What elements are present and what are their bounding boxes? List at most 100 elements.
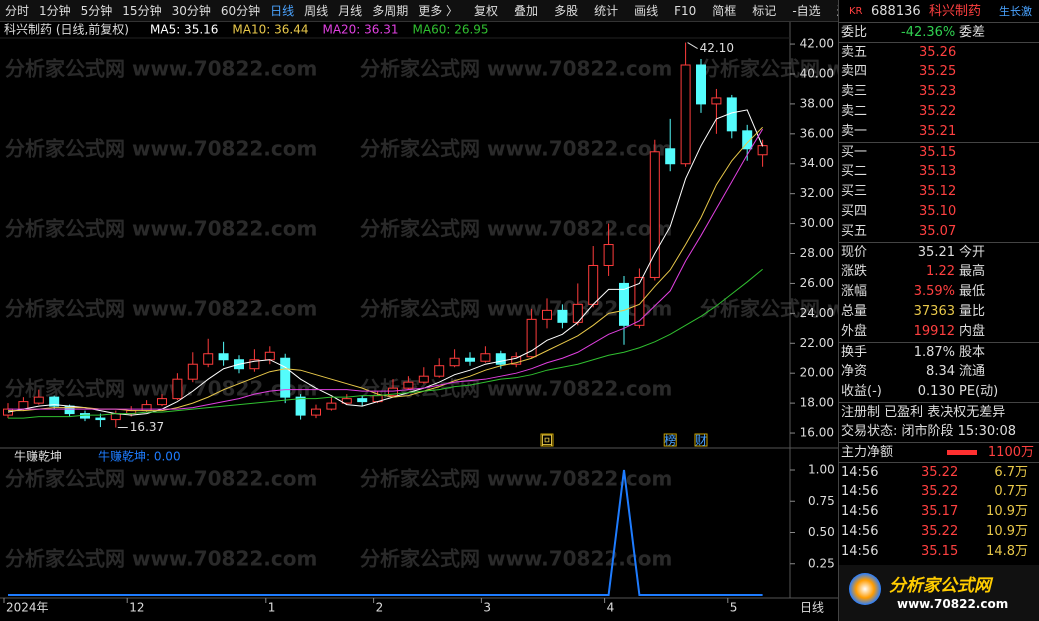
label: 今开 — [959, 245, 986, 260]
chart-title: 科兴制药 (日线,前复权) — [4, 22, 129, 37]
watermark: 分析家公式网 www.70822.com — [5, 547, 317, 571]
label: 卖二 — [841, 104, 868, 119]
y-tick-label: 32.00 — [800, 186, 834, 200]
toolbar: 分时 1分钟 5分钟 15分钟 30分钟 60分钟 日线 周线 月线 多周期 更多 〉 复权 叠加 多股 统… — [0, 0, 838, 22]
event-marker-box — [540, 433, 554, 447]
quote-row: 涨幅 3.59% 最低 — [839, 282, 1039, 301]
tool-button[interactable]: 返回 — [832, 2, 838, 19]
label: 卖五 — [841, 45, 868, 60]
candle-body — [649, 151, 660, 278]
candle-body — [95, 417, 106, 421]
label: 买三 — [841, 184, 868, 199]
quote-row: 买二 35.13 — [839, 162, 1039, 181]
legend-entry: MA10: 36.44 — [232, 23, 308, 37]
quote-row: 主力净额 1100万 — [839, 442, 1039, 462]
candle-body — [434, 365, 445, 377]
tick-time: 14:56 — [841, 544, 879, 559]
x-tick-label: 2024年 — [6, 601, 49, 615]
label: 内盘 — [959, 324, 986, 339]
chart-area: 分析家公式网 www.70822.com 分析家公式网 www.70822.com… — [0, 22, 838, 615]
candle-body — [249, 359, 260, 370]
logo: 分析家公式网 www.70822.com — [839, 565, 1039, 621]
value: -42.36% — [901, 25, 956, 40]
quote-row: 委比 -42.36% 委差 — [839, 22, 1039, 42]
tick-price: 35.22 — [921, 524, 959, 539]
quote-row: 买五 35.07 — [839, 222, 1039, 241]
watermark: 分析家公式网 www.70822.com — [360, 467, 672, 491]
period-button[interactable]: 月线 — [338, 4, 363, 18]
tool-button[interactable]: 多股 — [554, 4, 579, 18]
period-button[interactable]: 15分钟 — [122, 4, 162, 18]
period-button[interactable]: 多周期 — [372, 4, 409, 18]
logo-name: 分析家公式网 — [889, 576, 991, 596]
watermark: 分析家公式网 www.70822.com — [360, 547, 672, 571]
y-tick-label: 30.00 — [800, 216, 834, 230]
candle-body — [696, 64, 706, 105]
quote-row: 14:56 35.22 10.9万 — [839, 522, 1039, 541]
tick-time: 14:56 — [841, 504, 879, 519]
price: 35.25 — [919, 64, 957, 79]
period-button[interactable]: 60分钟 — [220, 4, 261, 18]
candle-body — [172, 378, 183, 400]
tool-button[interactable]: -自选 — [792, 4, 821, 18]
tick-price: 35.22 — [921, 465, 959, 480]
tool-button[interactable]: 画线 — [634, 4, 659, 18]
watermark: 分析家公式网 www.70822.com — [700, 57, 838, 81]
price: 35.22 — [919, 104, 957, 119]
tool-button[interactable]: 统计 — [594, 4, 619, 18]
label: 买一 — [841, 145, 868, 160]
candle-body — [680, 64, 691, 165]
chart-title: 牛赚乾坤 — [14, 449, 62, 464]
label: 买五 — [841, 224, 868, 239]
period-button[interactable]: 周线 — [304, 4, 329, 18]
event-marker: 回 — [541, 434, 553, 448]
label: 卖一 — [841, 124, 868, 139]
quote-row: 买三 35.12 — [839, 182, 1039, 201]
tool-button[interactable]: 叠加 — [514, 4, 539, 18]
label: 涨幅 — [841, 284, 868, 299]
badge: KR — [849, 6, 863, 17]
quote-row: 换手 1.87% 股本 — [839, 342, 1039, 362]
price: 35.12 — [919, 184, 957, 199]
y-tick-label: 42.00 — [800, 37, 834, 51]
candle-body — [603, 244, 614, 266]
period-button[interactable]: 30分钟 — [171, 4, 211, 18]
label: 总量 — [841, 304, 868, 319]
y-tick-label: 0.75 — [808, 494, 835, 508]
tool-button[interactable]: F10 — [674, 3, 697, 18]
y-tick-label: 40.00 — [800, 66, 834, 80]
price: 35.13 — [919, 164, 957, 179]
quote-row: 卖一 35.21 — [839, 122, 1039, 141]
quote-row: 外盘 19912 内盘 — [839, 322, 1039, 341]
quote-row: 14:56 35.22 6.7万 — [839, 462, 1039, 482]
candle-body — [264, 351, 275, 361]
period-button[interactable]: 1分钟 — [39, 4, 71, 18]
watermark: 分析家公式网 www.70822.com — [5, 297, 317, 321]
event-marker: 榜 — [664, 433, 676, 448]
label: 外盘 — [841, 324, 868, 339]
tick-price: 35.15 — [921, 544, 959, 559]
price: 35.10 — [919, 204, 957, 219]
legend-entry: 牛赚乾坤: 0.00 — [98, 449, 181, 464]
period-button[interactable]: 5分钟 — [80, 4, 113, 18]
period-button[interactable]: 日线 — [270, 4, 295, 18]
quote-row: 14:56 35.17 10.9万 — [839, 502, 1039, 521]
period-button[interactable]: 更多 〉 — [418, 4, 459, 18]
candle-body — [311, 408, 321, 416]
label: PE(动) — [959, 384, 999, 399]
y-tick-label: 28.00 — [800, 246, 834, 260]
tool-button[interactable]: 复权 — [474, 4, 499, 18]
y-tick-label: 1.00 — [808, 463, 835, 477]
ma-line — [8, 128, 764, 410]
candle-body — [526, 318, 537, 358]
tool-button[interactable]: 标记 — [752, 4, 777, 18]
candle-body — [157, 398, 167, 406]
value: 3.59% — [913, 284, 955, 299]
period-button[interactable]: 分时 — [5, 4, 30, 18]
candle-body — [588, 264, 599, 305]
tool-button[interactable]: 简框 — [712, 4, 737, 18]
quote-row: 涨跌 1.22 最高 — [839, 262, 1039, 281]
x-tick-label: 2 — [376, 601, 384, 615]
quote-row: 注册制 已盈利 表决权无差异 — [839, 402, 1039, 422]
